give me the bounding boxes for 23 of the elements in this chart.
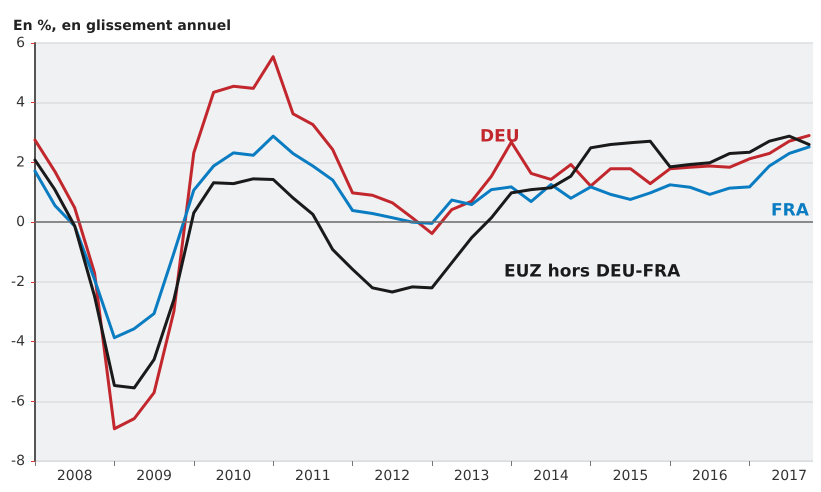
x-tick-label: 2012 — [374, 468, 410, 484]
y-tick-label: 6 — [16, 35, 26, 51]
x-tick-label: 2017 — [771, 468, 808, 484]
y-tick-label: 0 — [16, 214, 25, 230]
series-label: FRA — [771, 200, 810, 220]
x-tick-label: 2010 — [216, 468, 252, 484]
y-axis-title: En %, en glissement annuel — [13, 18, 231, 34]
x-tick-label: 2014 — [533, 468, 569, 484]
line-series — [34, 55, 811, 430]
y-tick-label: 2 — [16, 154, 25, 170]
x-tick-label: 2011 — [295, 468, 331, 484]
y-tick-label: 4 — [16, 94, 26, 111]
text: EUZ hors DEU-FRA — [504, 262, 682, 282]
x-tick-label: 2009 — [136, 468, 172, 484]
x-tick-label: 2016 — [692, 468, 728, 484]
x-tick-label: 2008 — [56, 468, 93, 484]
series-label: DEU — [480, 126, 520, 146]
y-tick-label: -2 — [11, 274, 25, 290]
y-tick-label: -4 — [11, 334, 26, 350]
x-tick-label: 2013 — [454, 468, 490, 484]
x-tick-label: 2015 — [612, 468, 648, 484]
y-tick-label: -8 — [11, 453, 25, 469]
y-tick-label: -6 — [11, 393, 26, 410]
